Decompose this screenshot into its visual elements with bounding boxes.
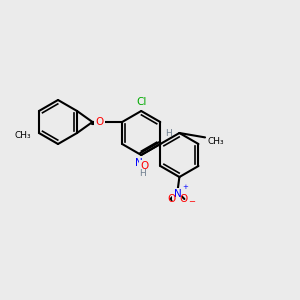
Text: CH₃: CH₃ — [14, 130, 31, 140]
Text: N: N — [173, 189, 181, 199]
Text: CH₃: CH₃ — [208, 136, 224, 146]
Text: O: O — [95, 117, 104, 127]
Text: H: H — [139, 169, 146, 178]
Text: N: N — [95, 117, 103, 127]
Text: +: + — [182, 184, 188, 190]
Text: Cl: Cl — [136, 97, 146, 107]
Text: H: H — [165, 129, 172, 138]
Text: O: O — [167, 194, 175, 204]
Text: −: − — [188, 197, 195, 206]
Text: O: O — [140, 161, 148, 171]
Text: N: N — [135, 158, 143, 168]
Text: O: O — [179, 194, 188, 204]
